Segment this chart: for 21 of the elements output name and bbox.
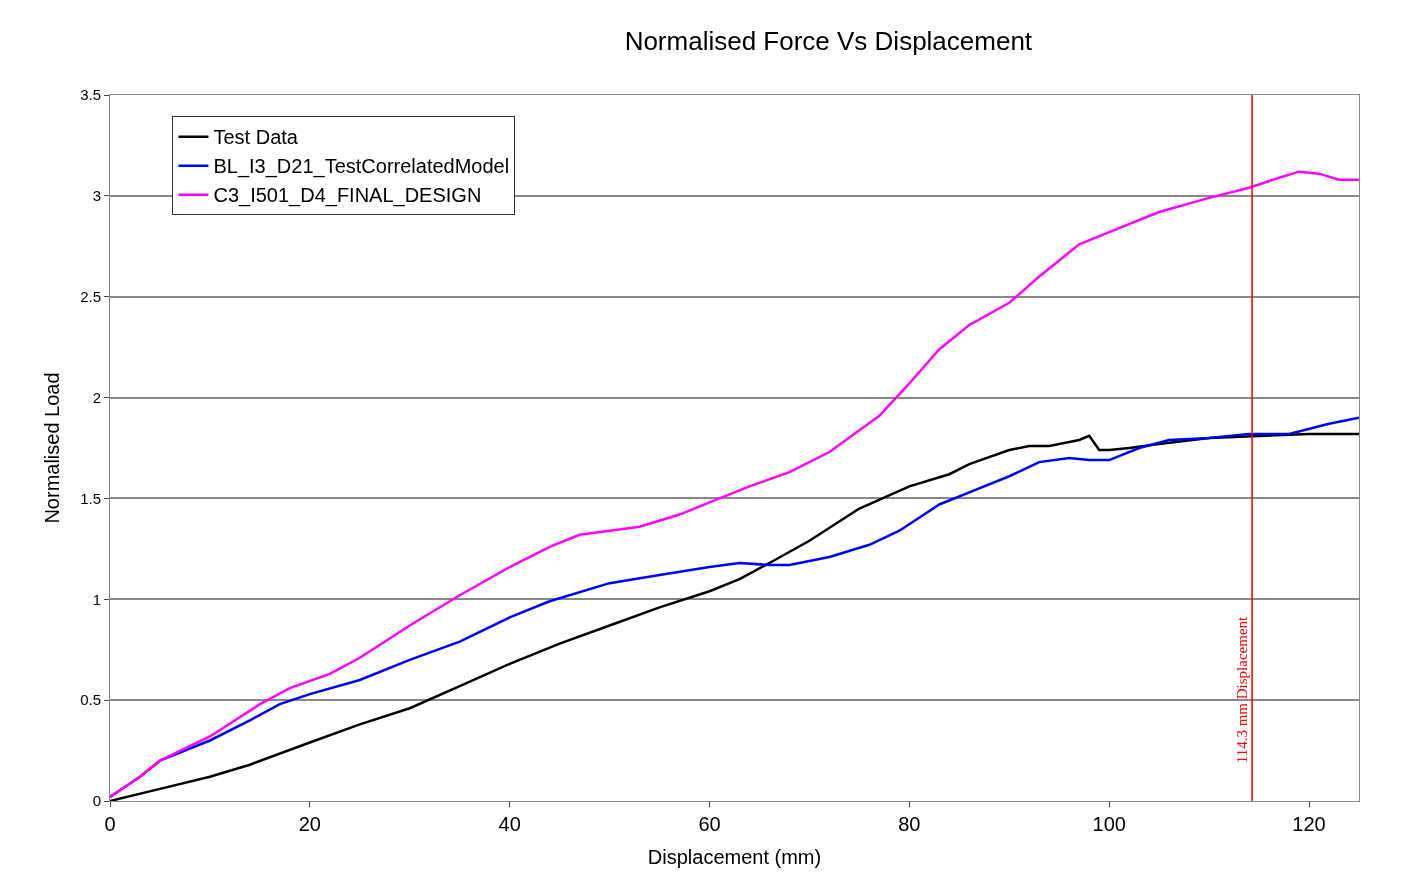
y-tick-label: 1.5 [80,489,101,507]
y-tick-label: 2 [92,388,101,406]
ref-line-label: 114.3 mm Displacement [1233,615,1250,764]
x-axis-title: Displacement (mm) [647,845,822,868]
y-tick-label: 0.5 [80,691,101,709]
legend-label: Test Data [213,126,299,149]
x-tick-label: 40 [498,813,521,835]
x-tick-label: 60 [698,813,721,835]
x-tick-label: 100 [1092,813,1126,835]
x-tick-label: 80 [898,813,921,835]
y-axis-title: Normalised Load [40,372,63,524]
legend-label: BL_I3_D21_TestCorrelatedModel [213,155,510,179]
chart-title: Normalised Force Vs Displacement [624,25,1033,56]
y-tick-label: 3 [92,187,101,205]
x-tick-label: 120 [1292,813,1326,835]
y-tick-label: 3.5 [80,86,101,104]
y-tick-label: 1 [92,590,101,608]
y-tick-label: 2.5 [80,287,101,305]
legend-label: C3_I501_D4_FINAL_DESIGN [213,184,482,208]
x-tick-label: 20 [298,813,321,835]
y-tick-label: 0 [92,792,101,810]
